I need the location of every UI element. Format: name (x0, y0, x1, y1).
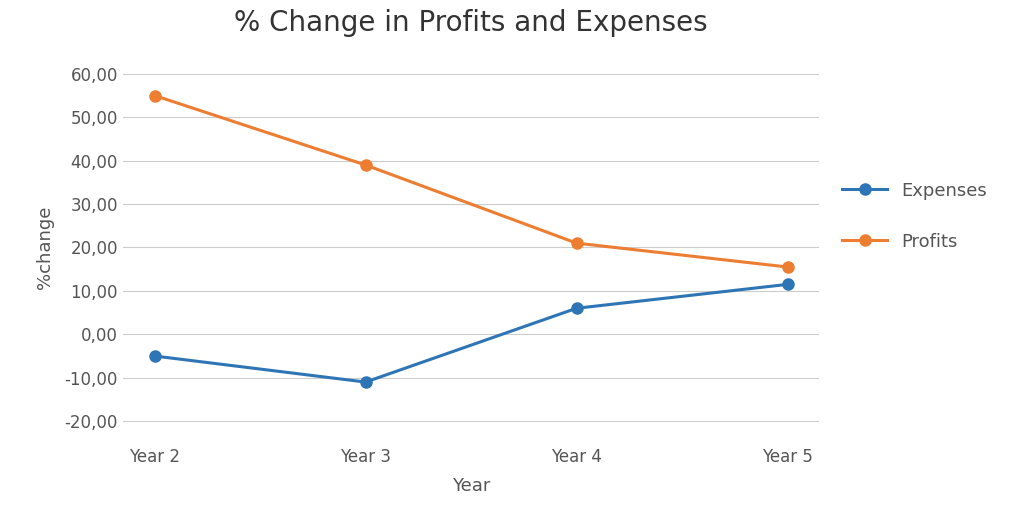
Line: Expenses: Expenses (148, 279, 794, 388)
Profits (570, 240, 583, 246)
Profits (148, 92, 161, 98)
Profits (781, 264, 794, 270)
X-axis label: Year: Year (452, 477, 490, 495)
Expenses (148, 353, 161, 359)
Expenses (781, 281, 794, 288)
Y-axis label: %change: %change (36, 206, 53, 289)
Profits (359, 162, 372, 168)
Legend: Expenses, Profits: Expenses, Profits (842, 182, 987, 251)
Line: Profits: Profits (148, 90, 794, 272)
Title: % Change in Profits and Expenses: % Change in Profits and Expenses (234, 9, 708, 38)
Expenses (359, 379, 372, 385)
Expenses (570, 305, 583, 312)
